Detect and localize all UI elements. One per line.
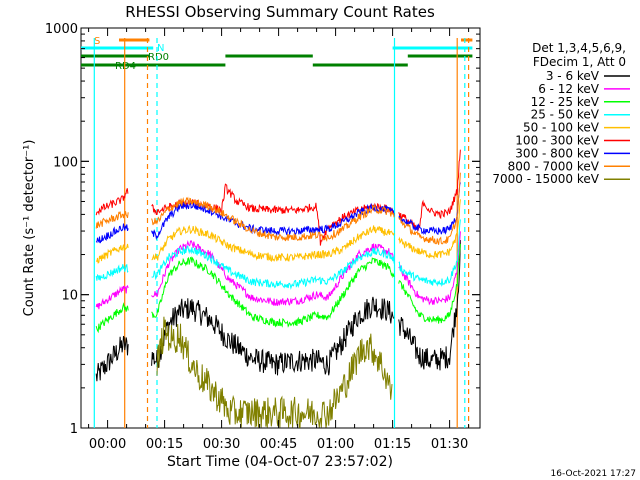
x-axis-label: Start Time (04-Oct-07 23:57:02)	[167, 454, 393, 470]
series-line-7000-15000-kev	[156, 316, 393, 428]
flag-label-rd4: RD4	[115, 61, 136, 72]
legend-entry-label: 3 - 6 keV	[546, 69, 600, 83]
y-axis-label: Count Rate (s⁻¹ detector⁻¹)	[22, 140, 37, 317]
series-line-800-7000-kev	[95, 172, 461, 245]
legend-entry-label: 25 - 50 keV	[531, 108, 600, 122]
series-line-300-800-kev	[95, 182, 461, 244]
x-tick-label: 00:30	[203, 437, 240, 452]
plot-frame	[80, 27, 481, 429]
legend: Det 1,3,4,5,6,9,FDecim 1, Att 03 - 6 keV…	[492, 41, 630, 186]
series-line-100-300-kev	[95, 149, 461, 246]
legend-entry-label: 800 - 7000 keV	[508, 159, 600, 173]
chart-title: RHESSI Observing Summary Count Rates	[125, 3, 435, 21]
legend-entry-label: 50 - 100 keV	[523, 121, 600, 135]
series-lines	[95, 149, 461, 428]
timestamp: 16-Oct-2021 17:27	[551, 469, 636, 479]
series-line-50-100-kev	[95, 199, 461, 264]
series-line-3-6-kev	[95, 239, 461, 382]
y-axis: 1 10 100 1000	[45, 22, 480, 437]
x-tick-label: 00:45	[260, 437, 297, 452]
flag-label-n: N	[157, 43, 164, 54]
series-line-25-50-kev	[95, 219, 461, 290]
x-tick-label: 01:00	[317, 437, 354, 452]
y-tick-label: 100	[53, 155, 78, 170]
x-axis: 00:00 00:15 00:30 00:45 01:00 01:15 01:30	[88, 28, 470, 452]
x-tick-label: 00:00	[89, 437, 126, 452]
legend-entry-label: 100 - 300 keV	[515, 134, 599, 148]
y-tick-label: 1	[70, 422, 78, 437]
legend-entry-label: 7000 - 15000 keV	[492, 172, 599, 186]
flag-label-rd0: RD0	[148, 52, 169, 63]
y-tick-label: 10	[61, 289, 78, 304]
y-tick-label: 1000	[45, 22, 78, 37]
legend-header: Det 1,3,4,5,6,9,	[532, 41, 626, 55]
x-tick-label: 01:30	[431, 437, 468, 452]
series-line-12-25-kev	[95, 243, 461, 334]
legend-entry-label: 300 - 800 keV	[515, 146, 599, 160]
flag-label-s: S	[94, 36, 100, 47]
legend-header: FDecim 1, Att 0	[533, 55, 626, 69]
x-tick-label: 01:15	[374, 437, 411, 452]
x-tick-label: 00:15	[146, 437, 183, 452]
legend-entry-label: 6 - 12 keV	[538, 82, 600, 96]
legend-entry-label: 12 - 25 keV	[531, 95, 600, 109]
